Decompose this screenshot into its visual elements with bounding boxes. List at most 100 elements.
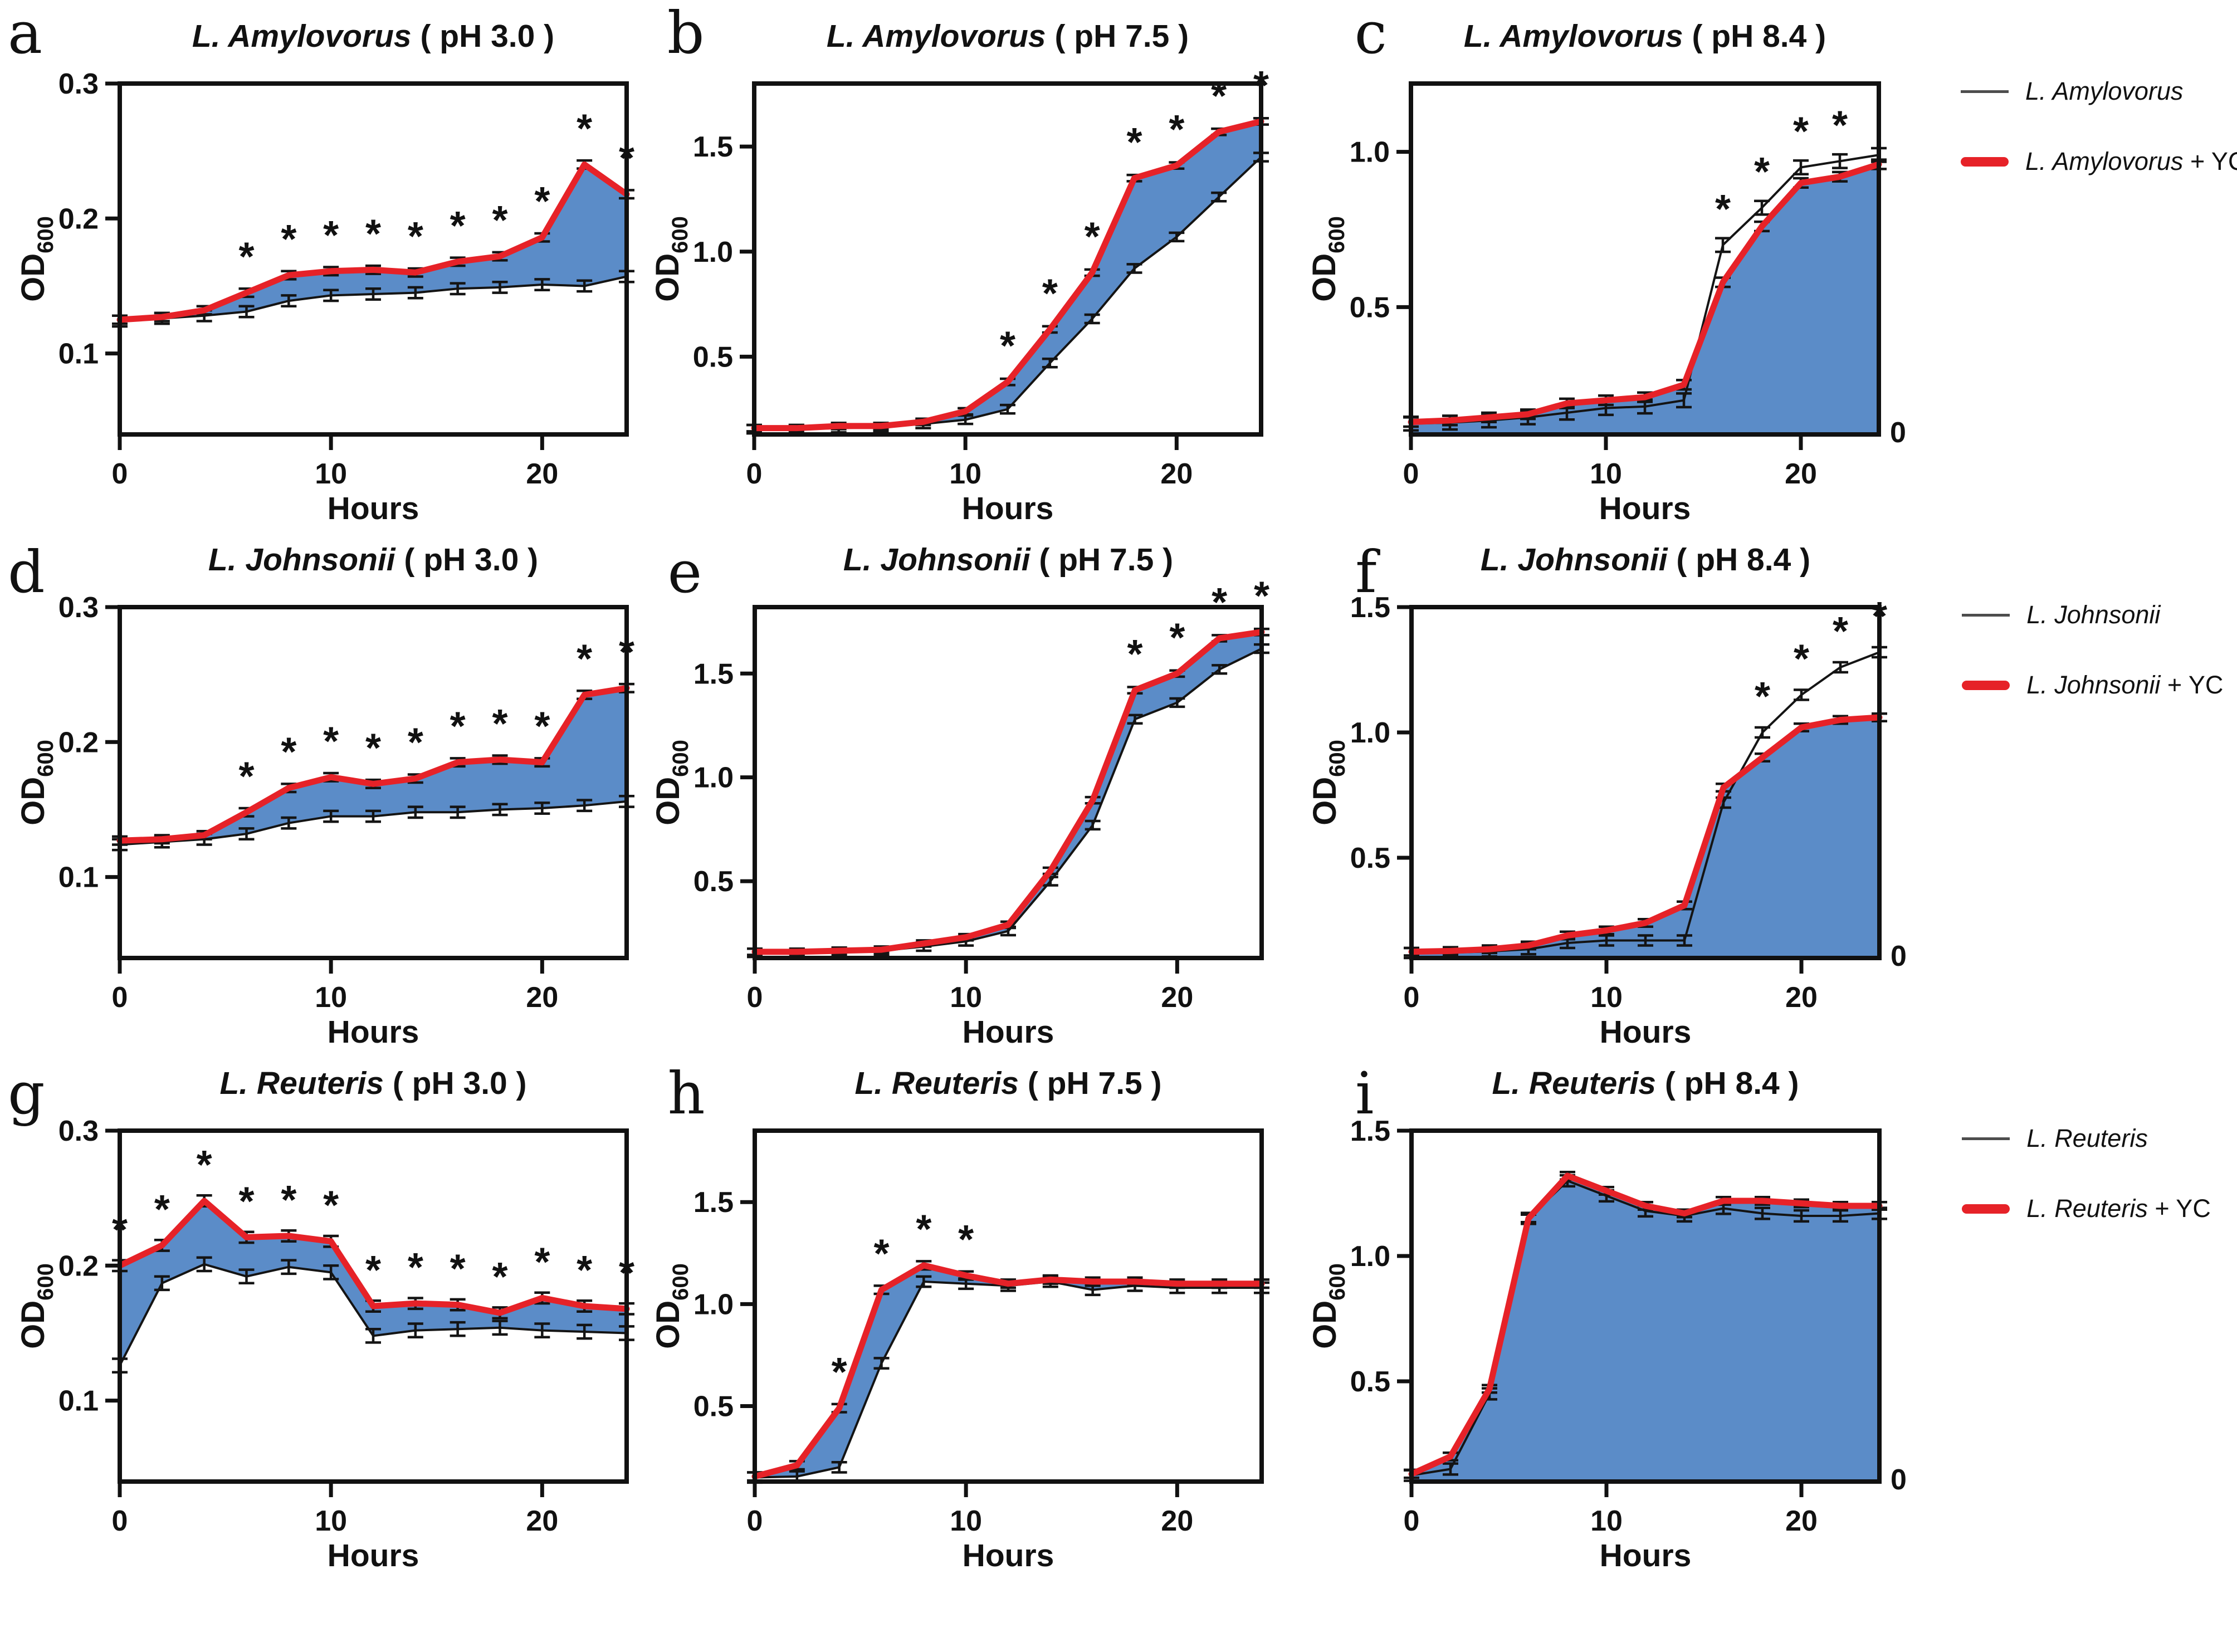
svg-text:*: * xyxy=(238,754,254,799)
legend-label: L. Amylovorus xyxy=(2025,77,2184,105)
svg-text:*: * xyxy=(619,630,634,675)
svg-text:Hours: Hours xyxy=(1600,1538,1692,1573)
svg-text:10: 10 xyxy=(1590,1505,1623,1537)
legend-amylovorus: L. Amylovorus L. Amylovorus + YC xyxy=(1951,0,2237,600)
svg-text:Hours: Hours xyxy=(1599,491,1691,524)
svg-text:OD600: OD600 xyxy=(650,740,693,825)
growth-chart-amylovorus-ph3: 0.1 0.2 0.3 0 10 20 * * * * * * * * * * L. Amylovorus ( … xyxy=(15,18,634,524)
svg-text:Hours: Hours xyxy=(962,491,1054,524)
svg-text:Hours: Hours xyxy=(962,1538,1054,1573)
legend-entry: L. Reuteris + YC xyxy=(1962,1194,2237,1223)
svg-text:*: * xyxy=(154,1187,170,1232)
svg-text:0.1: 0.1 xyxy=(58,862,99,894)
svg-text:*: * xyxy=(1755,675,1770,719)
svg-text:20: 20 xyxy=(1785,1505,1818,1537)
svg-text:Hours: Hours xyxy=(328,1014,419,1047)
svg-text:L. Reuteris ( pH 3.0 ): L. Reuteris ( pH 3.0 ) xyxy=(219,1066,526,1101)
legend-reuteris: L. Reuteris L. Reuteris + YC xyxy=(1952,1047,2237,1652)
panel-a: a 0.1 0.2 0.3 0 10 20 * * * * * * * * * * L. Amylovorus … xyxy=(0,0,660,524)
panel-letter-h: h xyxy=(667,1059,705,1127)
svg-text:*: * xyxy=(1833,609,1848,654)
legend-entry: L. Amylovorus xyxy=(1961,77,2237,106)
svg-text:1.5: 1.5 xyxy=(1350,592,1390,624)
svg-text:0: 0 xyxy=(746,458,762,490)
growth-chart-johnsonii-ph3: 0.1 0.2 0.3 0 10 20 * * * * * * * * * * L. Johnsonii ( p… xyxy=(15,542,634,1047)
panel-h: h 0.5 1.0 1.5 0 10 20 * * * * L. Reuteris ( pH 7.5… xyxy=(650,1047,1347,1575)
legend-entry: L. Johnsonii xyxy=(1962,600,2237,629)
svg-text:10: 10 xyxy=(949,458,981,490)
plain-line-swatch-icon xyxy=(1962,1137,2010,1140)
panel-c: c 0.5 1.0 0 10 20 * * * * L. Amylovorus ( pH 8.4 … xyxy=(1306,0,1951,524)
panel-letter-b: b xyxy=(667,0,705,67)
svg-text:L. Amylovorus ( pH 7.5 ): L. Amylovorus ( pH 7.5 ) xyxy=(827,18,1189,54)
panel-f: f 0.5 1.0 1.5 0 10 20 * * * * L. Johnsonii ( pH 8.… xyxy=(1307,524,1952,1047)
svg-text:*: * xyxy=(1169,615,1185,660)
svg-text:20: 20 xyxy=(1785,981,1818,1014)
svg-text:0: 0 xyxy=(746,1505,763,1537)
svg-text:Hours: Hours xyxy=(1600,1014,1692,1047)
svg-text:*: * xyxy=(492,198,507,243)
svg-text:*: * xyxy=(450,705,466,749)
svg-text:0: 0 xyxy=(112,1505,128,1537)
svg-text:*: * xyxy=(534,705,550,749)
svg-text:Hours: Hours xyxy=(962,1014,1054,1047)
svg-text:10: 10 xyxy=(315,458,347,490)
svg-text:1.5: 1.5 xyxy=(1350,1115,1390,1147)
legend-entry: L. Reuteris xyxy=(1962,1124,2237,1153)
svg-text:0.3: 0.3 xyxy=(58,592,99,624)
svg-text:*: * xyxy=(619,1251,634,1296)
svg-text:*: * xyxy=(112,1208,128,1252)
svg-text:OD600: OD600 xyxy=(650,1263,693,1349)
svg-text:0.1: 0.1 xyxy=(58,338,99,370)
svg-text:1.0: 1.0 xyxy=(693,762,733,794)
panel-letter-g: g xyxy=(8,1059,45,1127)
svg-text:20: 20 xyxy=(1785,458,1817,490)
svg-text:1.0: 1.0 xyxy=(1350,717,1390,749)
svg-text:0: 0 xyxy=(112,458,128,490)
svg-text:*: * xyxy=(1212,580,1227,625)
svg-text:OD600: OD600 xyxy=(1307,740,1350,825)
svg-text:1.5: 1.5 xyxy=(693,1186,733,1219)
panel-letter-a: a xyxy=(8,0,43,67)
svg-text:1.0: 1.0 xyxy=(693,1288,733,1321)
panel-e: e 0.5 1.0 1.5 0 10 20 * * * * L. Johnsonii ( pH 7.… xyxy=(650,524,1347,1047)
svg-text:*: * xyxy=(1085,215,1100,260)
svg-text:*: * xyxy=(281,730,296,775)
figure-row-1: a 0.1 0.2 0.3 0 10 20 * * * * * * * * * * L. Amylovorus … xyxy=(0,0,2237,524)
svg-text:*: * xyxy=(408,721,423,765)
svg-text:1.0: 1.0 xyxy=(1350,1240,1390,1273)
svg-text:L. Amylovorus ( pH 8.4 ): L. Amylovorus ( pH 8.4 ) xyxy=(1463,18,1825,54)
svg-text:10: 10 xyxy=(1590,458,1622,490)
svg-text:*: * xyxy=(281,1178,296,1223)
panel-i: i 0.5 1.0 1.5 0 10 20 L. Reuteris ( pH 8.4 ) OD… xyxy=(1307,1047,1952,1575)
svg-text:*: * xyxy=(323,719,339,764)
legend-label: L. Reuteris xyxy=(2026,1124,2148,1152)
svg-text:10: 10 xyxy=(950,1505,982,1537)
svg-text:0: 0 xyxy=(1404,981,1420,1014)
svg-text:0.5: 0.5 xyxy=(1350,842,1390,874)
svg-text:L. Amylovorus ( pH 3.0 ): L. Amylovorus ( pH 3.0 ) xyxy=(192,18,554,54)
svg-text:20: 20 xyxy=(1161,1505,1193,1537)
svg-text:*: * xyxy=(450,1247,466,1292)
svg-text:1.0: 1.0 xyxy=(1349,136,1389,169)
svg-text:0.3: 0.3 xyxy=(58,1115,99,1147)
svg-text:Hours: Hours xyxy=(328,1538,419,1573)
svg-text:0: 0 xyxy=(1891,940,1907,972)
svg-text:*: * xyxy=(1211,74,1227,119)
svg-text:0.2: 0.2 xyxy=(58,203,99,235)
svg-text:*: * xyxy=(1254,574,1269,619)
legend-label: L. Reuteris + YC xyxy=(2026,1194,2211,1223)
legend-label: L. Johnsonii + YC xyxy=(2026,671,2224,699)
growth-chart-reuteris-ph84: 0.5 1.0 1.5 0 10 20 L. Reuteris ( pH 8.4 ) OD60… xyxy=(1307,1066,1907,1573)
svg-text:*: * xyxy=(916,1208,931,1252)
svg-text:10: 10 xyxy=(950,981,982,1014)
svg-text:*: * xyxy=(1253,63,1269,108)
svg-text:*: * xyxy=(1169,107,1184,152)
svg-text:OD600: OD600 xyxy=(649,216,692,302)
svg-text:L. Reuteris ( pH 8.4 ): L. Reuteris ( pH 8.4 ) xyxy=(1492,1066,1799,1101)
svg-text:0: 0 xyxy=(1891,1464,1907,1496)
svg-text:10: 10 xyxy=(315,1505,347,1537)
svg-text:1.5: 1.5 xyxy=(693,658,733,690)
svg-text:*: * xyxy=(1127,632,1142,677)
svg-text:0.5: 0.5 xyxy=(1349,291,1389,324)
